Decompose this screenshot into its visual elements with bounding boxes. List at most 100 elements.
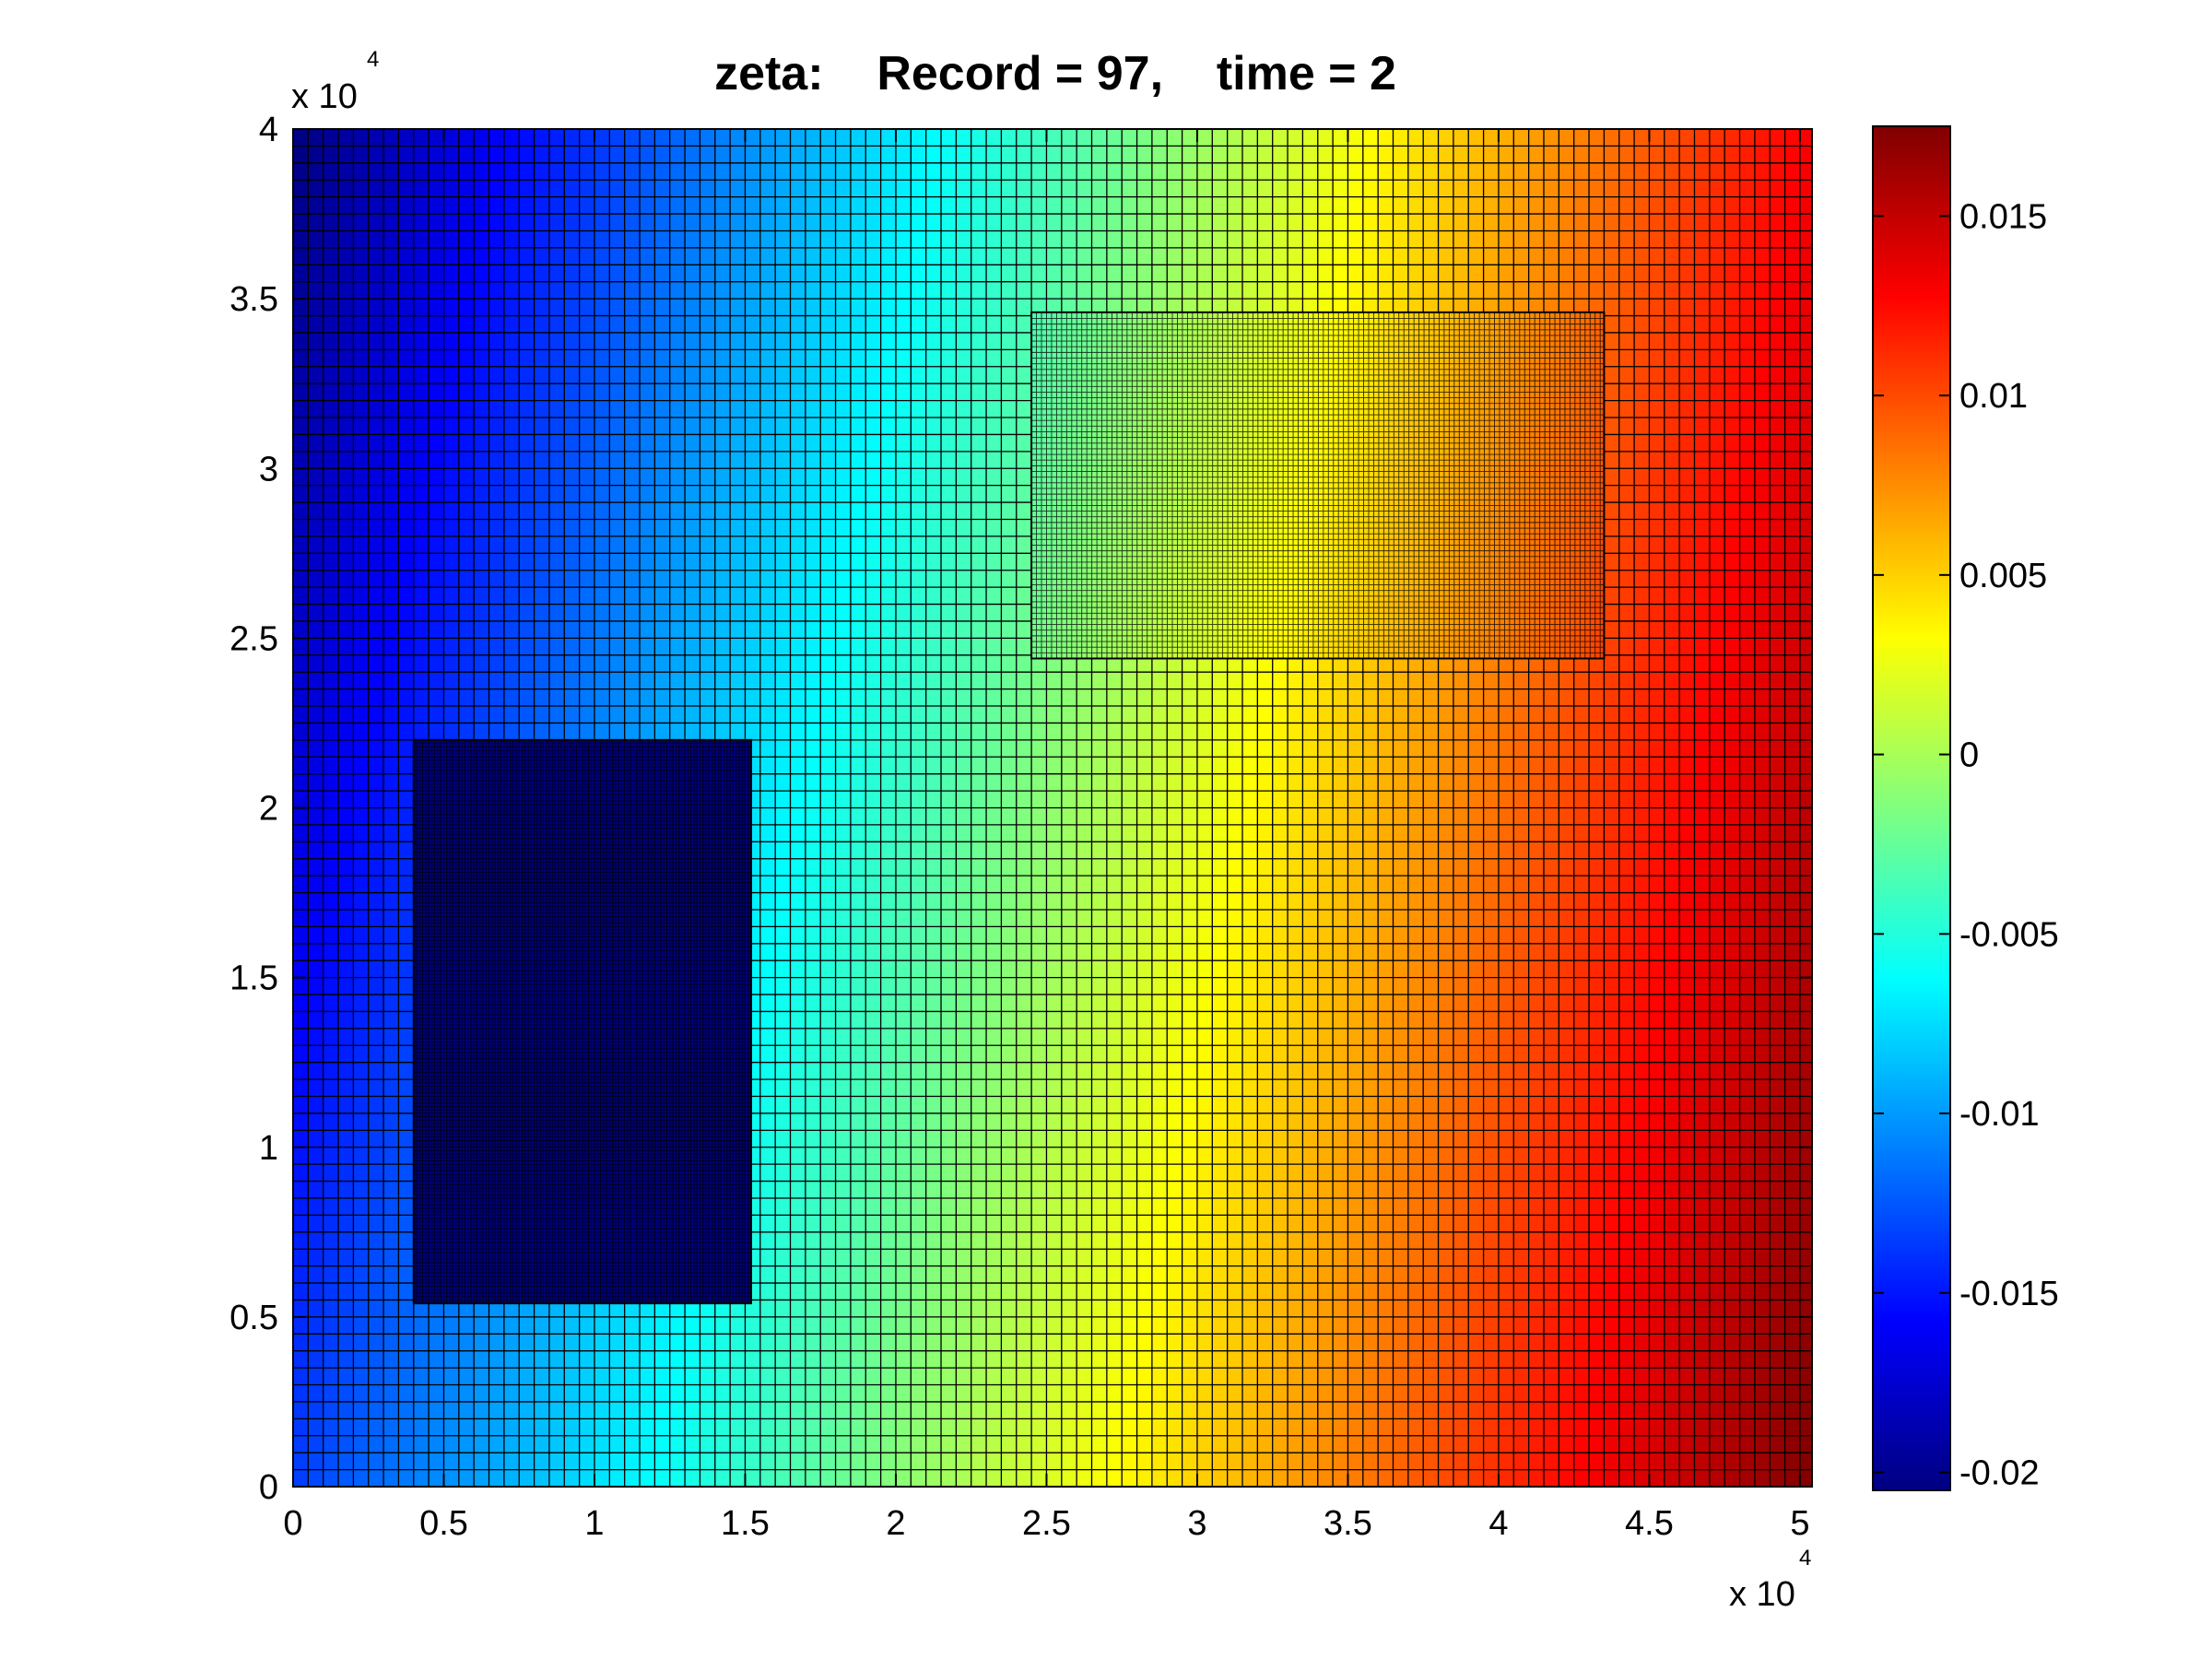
field-cell <box>1106 162 1123 181</box>
field-cell <box>1031 1384 1048 1403</box>
field-cell <box>1151 807 1168 826</box>
field-cell <box>956 468 972 487</box>
field-cell <box>1182 773 1198 792</box>
field-cell <box>895 757 912 775</box>
field-cell <box>1122 214 1138 232</box>
field-cell <box>850 553 866 571</box>
field-cell <box>1091 858 1108 877</box>
field-cell <box>714 654 731 673</box>
field-cell <box>519 383 535 402</box>
field-cell <box>564 1418 581 1437</box>
field-cell <box>1182 1164 1198 1182</box>
field-cell <box>338 349 354 368</box>
field-cell <box>925 1384 942 1403</box>
field-cell <box>790 1096 806 1114</box>
field-cell <box>308 519 324 537</box>
field-cell <box>986 519 1003 537</box>
field-cell <box>413 535 429 554</box>
field-cell <box>895 1096 912 1114</box>
field-cell <box>1167 773 1183 792</box>
field-cell <box>609 502 626 521</box>
field-cell <box>971 620 987 639</box>
field-cell <box>519 1469 535 1487</box>
field-cell <box>1061 1283 1077 1301</box>
field-cell <box>1091 162 1108 181</box>
field-cell <box>383 1368 400 1386</box>
field-cell <box>1182 1283 1198 1301</box>
field-cell <box>790 196 806 215</box>
field-cell <box>669 587 686 606</box>
field-cell <box>534 723 550 741</box>
field-cell <box>1031 196 1048 215</box>
field-cell <box>745 638 761 656</box>
field-cell <box>1196 129 1213 147</box>
field-cell <box>790 1265 806 1284</box>
field-cell <box>835 332 852 350</box>
field-cell <box>865 451 882 469</box>
field-cell <box>1182 1265 1198 1284</box>
field-cell <box>850 332 866 350</box>
field-cell <box>1001 129 1018 147</box>
field-cell <box>1031 723 1048 741</box>
field-cell <box>368 926 384 945</box>
field-cell <box>820 162 837 181</box>
field-cell <box>1091 230 1108 249</box>
field-cell <box>714 332 731 350</box>
field-cell <box>925 1112 942 1131</box>
field-cell <box>759 672 776 690</box>
field-cell <box>714 383 731 402</box>
field-cell <box>820 451 837 469</box>
field-cell <box>805 162 821 181</box>
field-cell <box>548 1418 565 1437</box>
field-cell <box>835 1215 852 1233</box>
field-cell <box>1151 909 1168 927</box>
field-cell <box>730 434 747 453</box>
field-cell <box>850 688 866 707</box>
field-cell <box>805 485 821 503</box>
field-cell <box>308 434 324 453</box>
field-cell <box>700 299 716 317</box>
field-cell <box>759 451 776 469</box>
field-cell <box>669 638 686 656</box>
field-cell <box>429 1300 445 1318</box>
field-cell <box>1046 1045 1063 1064</box>
field-cell <box>1122 180 1138 198</box>
field-cell <box>353 1147 370 1165</box>
field-cell <box>1077 1300 1093 1318</box>
field-cell <box>850 1418 866 1437</box>
field-cell <box>383 418 400 436</box>
field-cell <box>865 1215 882 1233</box>
field-cell <box>911 214 927 232</box>
field-cell <box>971 1164 987 1182</box>
field-cell <box>1046 1112 1063 1131</box>
field-cell <box>1001 620 1018 639</box>
field-cell <box>368 1368 384 1386</box>
field-cell <box>503 180 520 198</box>
field-cell <box>1046 706 1063 724</box>
field-cell <box>925 1079 942 1098</box>
field-cell <box>956 977 972 995</box>
field-cell <box>1227 1300 1243 1318</box>
field-cell <box>700 247 716 265</box>
field-cell <box>1031 1096 1048 1114</box>
field-cell <box>579 247 595 265</box>
field-cell <box>1091 807 1108 826</box>
field-cell <box>338 315 354 334</box>
field-cell <box>759 1368 776 1386</box>
field-cell <box>685 570 701 588</box>
field-cell <box>353 315 370 334</box>
field-cell <box>1167 1215 1183 1233</box>
field-cell <box>1227 1283 1243 1301</box>
field-cell <box>956 332 972 350</box>
field-cell <box>293 400 309 418</box>
field-cell <box>941 688 957 707</box>
field-cell <box>850 1181 866 1199</box>
field-cell <box>383 1334 400 1352</box>
field-cell <box>685 535 701 554</box>
field-cell <box>685 129 701 147</box>
field-cell <box>594 315 610 334</box>
field-cell <box>759 960 776 979</box>
field-cell <box>1046 1453 1063 1471</box>
field-cell <box>640 1316 655 1335</box>
field-cell <box>564 349 581 368</box>
